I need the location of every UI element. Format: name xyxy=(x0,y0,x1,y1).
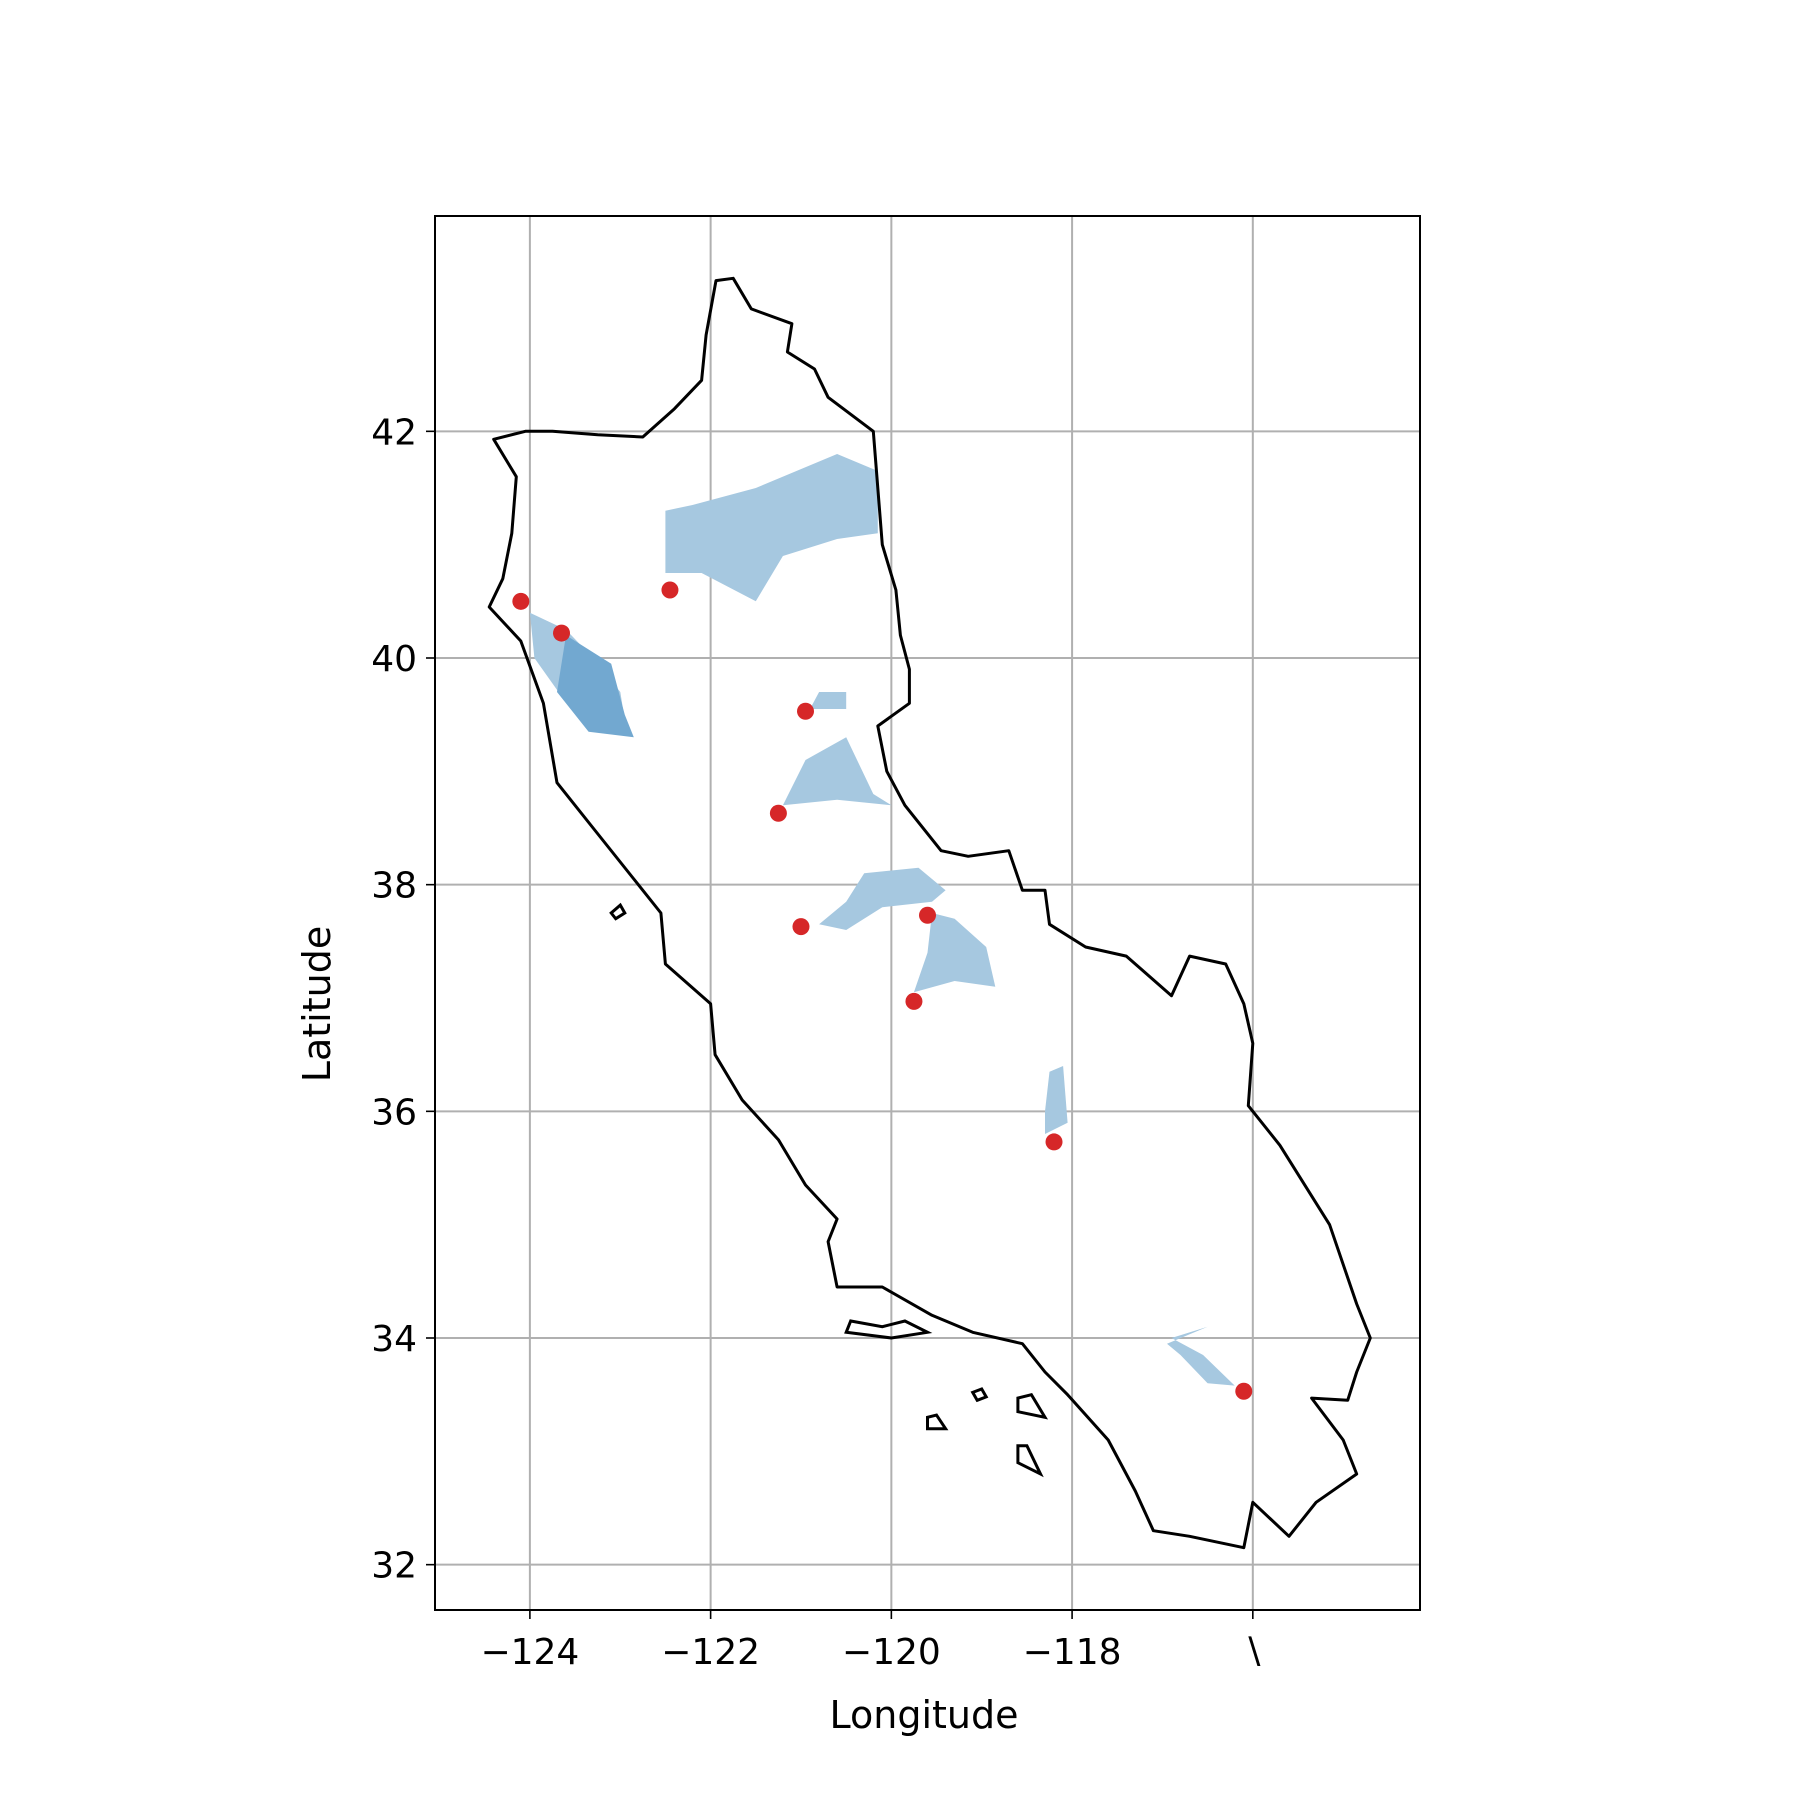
x-tick-label: −124 xyxy=(480,1632,579,1673)
gauge-point xyxy=(792,918,810,936)
x-tick-label: −122 xyxy=(661,1632,760,1673)
gauge-point xyxy=(797,702,815,720)
x-tick-label: −118 xyxy=(1023,1632,1122,1673)
x-tick-label: −120 xyxy=(842,1632,941,1673)
plot-frame xyxy=(434,215,1421,1611)
y-tick-label: 36 xyxy=(371,1092,417,1133)
gauge-point xyxy=(1045,1133,1063,1151)
y-tick-label: 38 xyxy=(371,866,417,907)
y-tick-label: 42 xyxy=(371,412,417,453)
watershed-6 xyxy=(819,867,946,930)
y-tick-label: 34 xyxy=(371,1319,417,1360)
y-tick-label: 32 xyxy=(371,1546,417,1587)
gauge-point xyxy=(769,804,787,822)
island-1 xyxy=(844,1319,933,1340)
map-shapes xyxy=(487,276,1372,1550)
gauge-point xyxy=(661,581,679,599)
y-tick-label: 40 xyxy=(371,639,417,680)
watershed-5 xyxy=(782,737,892,806)
gauge-point xyxy=(553,624,571,642)
island-4 xyxy=(926,1413,949,1431)
island-5 xyxy=(1016,1444,1044,1478)
state-boundary xyxy=(487,276,1372,1550)
watershed-9 xyxy=(1167,1326,1235,1386)
island-3 xyxy=(1016,1392,1049,1420)
gauge-point xyxy=(905,992,923,1010)
gauge-points xyxy=(512,581,1253,1400)
gauge-point xyxy=(512,592,530,610)
gauge-point xyxy=(919,906,936,924)
watershed-1 xyxy=(665,454,878,602)
island-6 xyxy=(609,902,627,921)
x-axis-label: Longitude xyxy=(830,1693,1019,1737)
axes-frame xyxy=(434,215,1421,1611)
axis-ticks: −124 −122 −120 −118 ∖ 32 34 36 38 40 42 xyxy=(371,412,1264,1673)
gauge-point xyxy=(1235,1382,1253,1400)
watershed-7 xyxy=(913,913,996,993)
watershed-3 xyxy=(557,635,634,738)
watershed-4 xyxy=(810,692,847,709)
island-2 xyxy=(970,1387,989,1403)
watershed-8 xyxy=(1045,1066,1068,1134)
x-tick-label: ∖ xyxy=(1241,1632,1264,1673)
y-axis-label: Latitude xyxy=(295,926,339,1082)
